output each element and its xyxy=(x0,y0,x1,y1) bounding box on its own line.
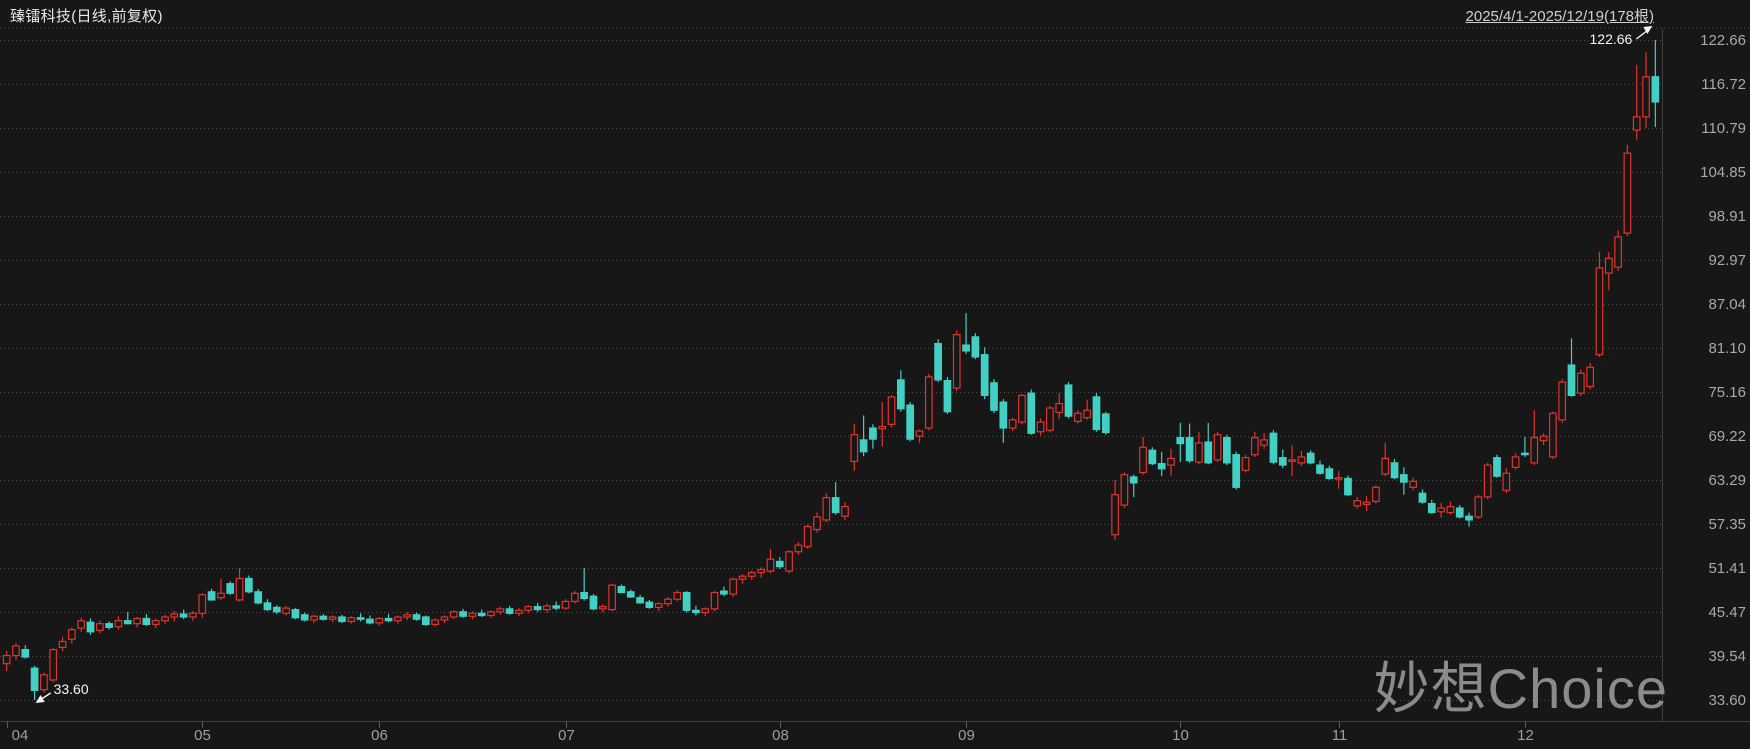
low-price-annotation: 33.60 xyxy=(53,681,89,697)
price-axis-label: 110.79 xyxy=(1701,119,1746,137)
watermark: 妙想Choice xyxy=(1373,657,1668,720)
price-axis-label: 87.04 xyxy=(1708,295,1746,313)
month-label: 11 xyxy=(1331,727,1348,744)
month-label: 06 xyxy=(371,727,388,744)
date-range-link[interactable]: 2025/4/1-2025/12/19(178根) xyxy=(1465,8,1654,25)
high-price-annotation: 122.66 xyxy=(1589,31,1633,47)
price-axis-label: 45.47 xyxy=(1708,603,1746,621)
month-label: 07 xyxy=(558,727,575,744)
price-axis-label: 69.22 xyxy=(1708,427,1746,445)
price-axis-label: 81.10 xyxy=(1708,339,1746,357)
price-axis-label: 57.35 xyxy=(1708,515,1746,533)
month-label: 05 xyxy=(194,727,211,744)
month-label: 08 xyxy=(772,727,789,744)
price-axis-label: 75.16 xyxy=(1708,383,1746,401)
price-axis-label: 98.91 xyxy=(1708,207,1746,225)
price-axis-label: 122.66 xyxy=(1700,31,1746,49)
month-label: 12 xyxy=(1517,727,1534,744)
price-axis-label: 63.29 xyxy=(1708,471,1746,489)
price-axis-label: 33.60 xyxy=(1708,691,1746,709)
month-label: 04 xyxy=(11,727,29,744)
price-axis-label: 39.54 xyxy=(1708,647,1746,665)
price-axis-label: 92.97 xyxy=(1708,251,1746,269)
chart-title: 臻镭科技(日线,前复权) xyxy=(10,8,163,25)
month-label: 09 xyxy=(958,727,975,744)
month-label: 10 xyxy=(1172,727,1189,744)
price-axis-label: 104.85 xyxy=(1700,163,1746,181)
price-axis-label: 116.72 xyxy=(1701,75,1746,93)
price-axis-label: 51.41 xyxy=(1708,559,1746,577)
